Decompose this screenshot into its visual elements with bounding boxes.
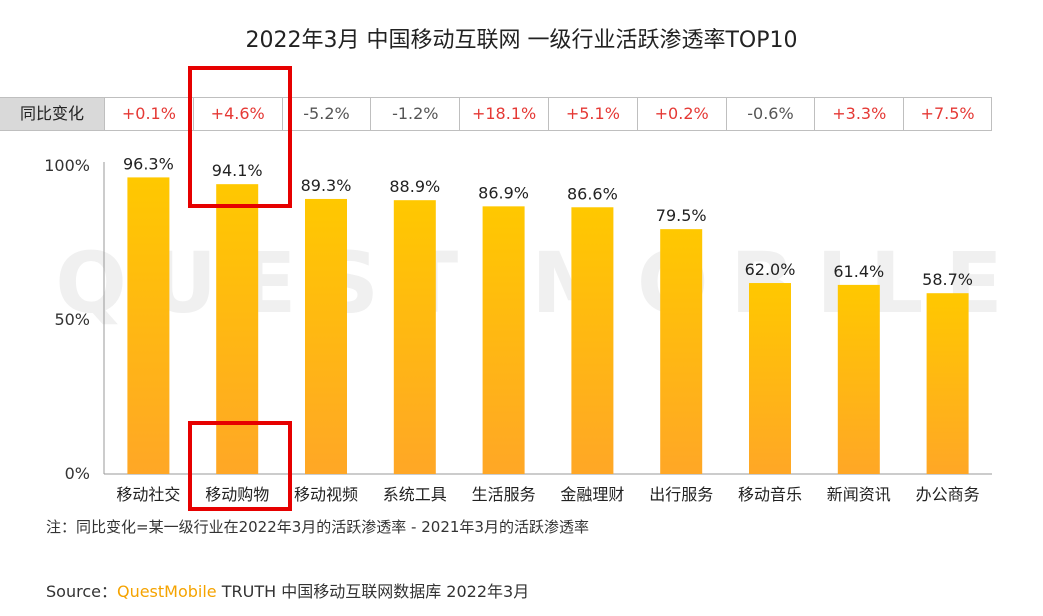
source-brand: QuestMobile bbox=[116, 582, 217, 601]
highlight-box-category bbox=[188, 421, 292, 511]
footnote: 注：同比变化=某一级行业在2022年3月的活跃渗透率 - 2021年3月的活跃渗… bbox=[46, 518, 589, 536]
yoy-cell: -1.2% bbox=[370, 98, 459, 130]
bar-value-label: 58.7% bbox=[922, 270, 973, 289]
yoy-cell: -0.6% bbox=[725, 98, 815, 130]
bar-value-label: 88.9% bbox=[389, 177, 440, 196]
yoy-cell: +0.1% bbox=[104, 98, 193, 130]
x-category-label: 出行服务 bbox=[649, 485, 713, 504]
bar-value-label: 86.9% bbox=[478, 183, 529, 202]
bar-value-label: 62.0% bbox=[745, 260, 796, 279]
y-tick-label: 0% bbox=[65, 464, 90, 483]
bar bbox=[482, 206, 525, 474]
x-category-label: 移动社交 bbox=[116, 485, 180, 504]
chart-title: 2022年3月 中国移动互联网 一级行业活跃渗透率TOP10 bbox=[245, 28, 798, 53]
x-category-label: 移动音乐 bbox=[738, 485, 802, 504]
bar bbox=[216, 184, 259, 474]
bar-value-label: 96.3% bbox=[123, 154, 174, 173]
bar-value-label: 94.1% bbox=[212, 161, 263, 180]
bar bbox=[660, 229, 703, 474]
yoy-change-row: 同比变化 +0.1% +4.6% -5.2% -1.2% +18.1% +5.1… bbox=[0, 97, 992, 131]
y-tick-label: 100% bbox=[44, 156, 90, 175]
bar-value-label: 86.6% bbox=[567, 184, 618, 203]
bar bbox=[837, 284, 880, 474]
bar bbox=[749, 283, 791, 474]
yoy-cell: +0.2% bbox=[636, 98, 726, 130]
x-category-label: 新闻资讯 bbox=[827, 485, 891, 504]
x-category-label: 办公商务 bbox=[916, 485, 980, 504]
bar bbox=[393, 200, 436, 475]
highlight-box-yoy bbox=[188, 66, 292, 208]
bar-value-label: 89.3% bbox=[301, 176, 352, 195]
yoy-cell: +3.3% bbox=[814, 98, 903, 130]
x-category-label: 系统工具 bbox=[383, 485, 447, 504]
yoy-label: 同比变化 bbox=[0, 98, 104, 130]
yoy-cell: -5.2% bbox=[281, 98, 371, 130]
bar-value-label: 79.5% bbox=[656, 206, 707, 225]
bar-value-label: 61.4% bbox=[833, 262, 884, 281]
x-category-label: 移动视频 bbox=[294, 485, 358, 504]
source-prefix: Source： bbox=[46, 582, 117, 601]
x-category-label: 生活服务 bbox=[472, 485, 536, 504]
x-category-label: 金融理财 bbox=[560, 485, 624, 504]
bar bbox=[305, 198, 347, 474]
yoy-cell: +5.1% bbox=[547, 98, 637, 130]
source-line: Source：QuestMobile TRUTH 中国移动互联网数据库 2022… bbox=[46, 578, 529, 602]
yoy-cell: +4.6% bbox=[192, 98, 282, 130]
bar bbox=[127, 177, 170, 474]
y-tick-label: 50% bbox=[54, 310, 90, 329]
bar bbox=[926, 293, 969, 474]
x-category-label: 移动购物 bbox=[205, 485, 269, 504]
yoy-cell: +18.1% bbox=[459, 98, 548, 130]
source-suffix: TRUTH 中国移动互联网数据库 2022年3月 bbox=[216, 582, 530, 601]
yoy-cell: +7.5% bbox=[903, 98, 992, 130]
bar bbox=[571, 207, 614, 474]
